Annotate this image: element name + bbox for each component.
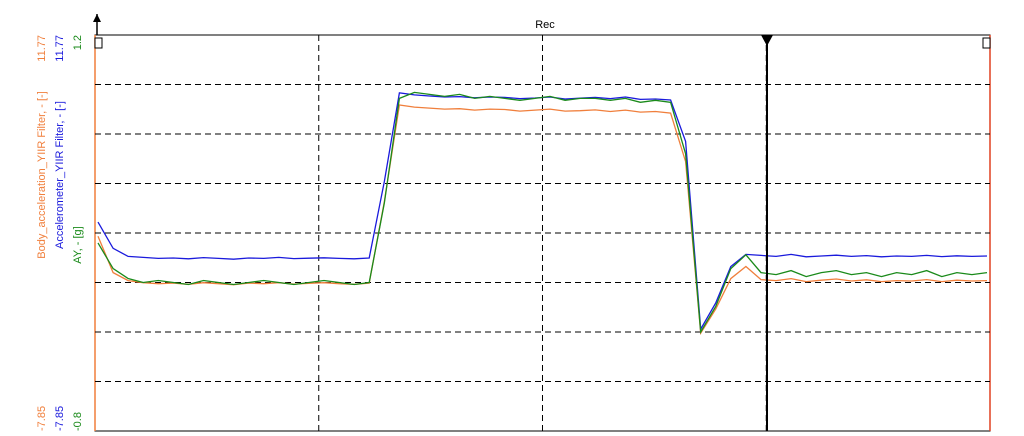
cursor-handle[interactable] <box>761 35 773 46</box>
y-axis-label: Body_acceleration_YIIR Filter, - [-] <box>36 91 48 259</box>
left-bookmark-icon[interactable] <box>94 37 103 49</box>
y-tick-label: 11.77 <box>36 35 48 62</box>
chart-title: Rec <box>535 19 555 31</box>
y-tick-label: -7.85 <box>36 406 48 431</box>
y-tick-label: -7.85 <box>54 406 66 431</box>
y-tick-label: 11.77 <box>54 35 66 62</box>
y-tick-label: 1.2 <box>72 35 84 50</box>
y-axis-label: Accelerometer_YIIR Filter, - [-] <box>54 101 66 249</box>
y-axis-label: AY, - [g] <box>72 226 84 264</box>
right-bookmark-icon[interactable] <box>982 37 991 49</box>
start-marker-arrow <box>93 14 101 22</box>
y-tick-label: -0.8 <box>72 412 84 431</box>
series-line <box>97 91 988 335</box>
